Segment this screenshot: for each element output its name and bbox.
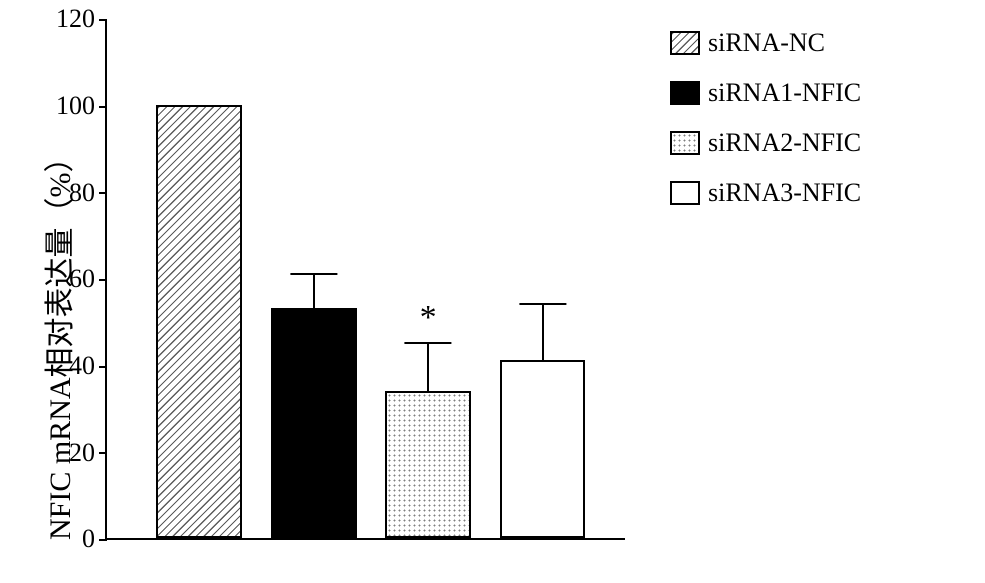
y-tick — [99, 539, 107, 541]
errorbar-s2 — [427, 343, 429, 391]
y-tick — [99, 452, 107, 454]
legend-swatch-s2 — [670, 131, 700, 155]
errorbar-s3 — [542, 304, 544, 360]
y-tick-label: 40 — [35, 351, 95, 381]
y-tick — [99, 366, 107, 368]
y-tick — [99, 192, 107, 194]
bar-nc — [156, 105, 242, 538]
y-tick-label: 60 — [35, 264, 95, 294]
y-tick — [99, 19, 107, 21]
significance-s2: * — [420, 299, 437, 337]
y-tick-label: 100 — [35, 91, 95, 121]
plot-area: 020406080100120* — [105, 20, 625, 540]
chart-container: NFIC mRNA相对表达量（%） 020406080100120* siRNA… — [0, 0, 985, 583]
y-tick-label: 80 — [35, 178, 95, 208]
legend-label-s3: siRNA3-NFIC — [708, 178, 861, 208]
y-tick-label: 120 — [35, 4, 95, 34]
legend-swatch-s3 — [670, 181, 700, 205]
legend-item-nc: siRNA-NC — [670, 28, 825, 58]
errorcap-s3 — [519, 303, 566, 305]
legend-label-s1: siRNA1-NFIC — [708, 78, 861, 108]
errorcap-s2 — [405, 342, 452, 344]
legend-swatch-nc — [670, 31, 700, 55]
errorbar-s1 — [313, 274, 315, 309]
bar-s3 — [500, 360, 586, 538]
legend-swatch-s1 — [670, 81, 700, 105]
errorcap-s1 — [290, 273, 337, 275]
bar-s1 — [271, 308, 357, 538]
y-tick — [99, 106, 107, 108]
legend-item-s1: siRNA1-NFIC — [670, 78, 861, 108]
legend-item-s3: siRNA3-NFIC — [670, 178, 861, 208]
y-tick — [99, 279, 107, 281]
legend-label-nc: siRNA-NC — [708, 28, 825, 58]
legend-label-s2: siRNA2-NFIC — [708, 128, 861, 158]
y-tick-label: 0 — [35, 524, 95, 554]
bar-s2 — [385, 391, 471, 538]
legend-item-s2: siRNA2-NFIC — [670, 128, 861, 158]
y-tick-label: 20 — [35, 438, 95, 468]
